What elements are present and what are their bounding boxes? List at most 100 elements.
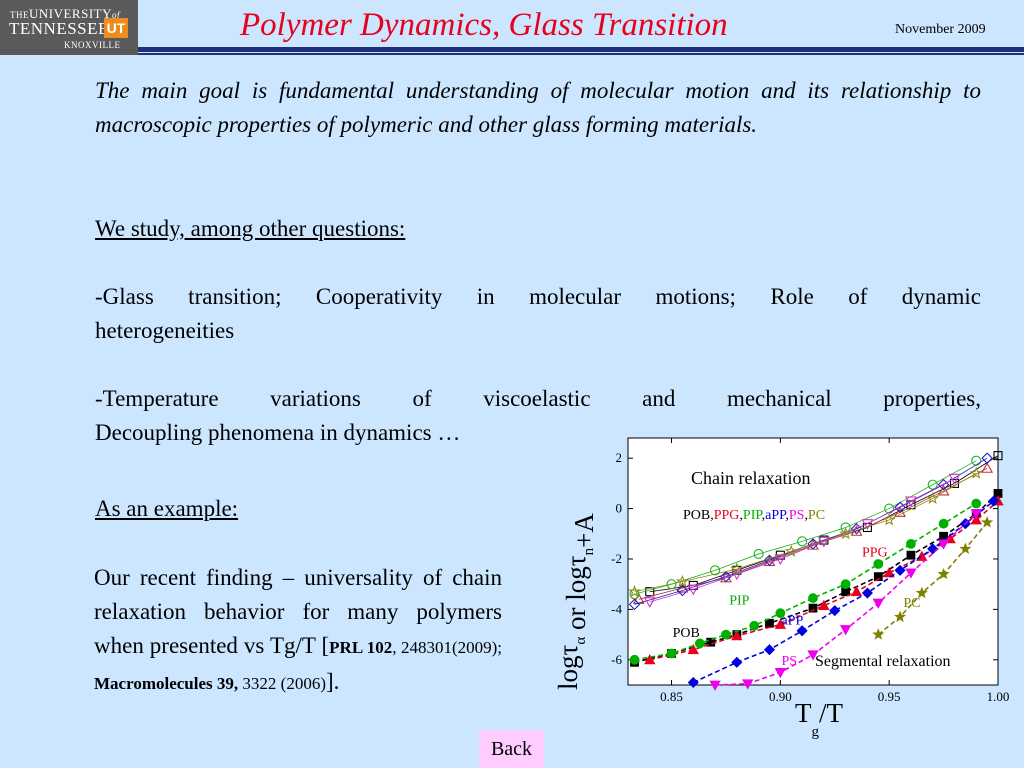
data-point-chain-ps [948, 473, 961, 485]
ref-2-rest: 3322 (2006) [238, 674, 326, 693]
data-point-segmental-app [894, 564, 906, 576]
series-label-app: aPP [781, 614, 803, 629]
back-button[interactable]: Back [479, 730, 544, 768]
data-point-chain-ppg [981, 462, 994, 473]
data-point-segmental-pc [981, 516, 994, 528]
intro-paragraph: The main goal is fundamental understandi… [95, 78, 981, 137]
data-point-chain-pc [882, 513, 896, 526]
data-point-chain-pc [628, 585, 641, 598]
data-point-segmental-pip [808, 593, 818, 603]
y-tick-label: -6 [611, 652, 622, 667]
data-point-chain-pc [730, 562, 744, 575]
y-axis-label-part: τ [553, 644, 583, 655]
data-point-segmental-ppg [731, 630, 743, 641]
data-point-segmental-pc [894, 610, 907, 623]
logo-prefix: THE [10, 10, 29, 20]
series-line-segmental-pip [634, 502, 977, 661]
plot-area [627, 437, 999, 686]
slide-title: Polymer Dynamics, Glass Transition [240, 7, 728, 43]
logo-university: UNIVERSITY [29, 6, 112, 21]
data-point-chain-ps [861, 519, 874, 530]
data-point-segmental-app [861, 587, 873, 599]
data-point-chain-pc [969, 466, 983, 479]
data-point-chain-app [720, 570, 732, 583]
data-point-segmental-ps [774, 667, 787, 679]
series-line-segmental-pc [877, 521, 988, 636]
x-tick-label: 0.95 [878, 689, 901, 704]
example-heading: As an example: [95, 496, 239, 521]
series-line-chain-app [634, 457, 988, 605]
data-point-chain-ppg [894, 506, 906, 517]
series-line-chain-pc [634, 472, 977, 593]
data-point-segmental-ps [905, 568, 917, 579]
data-point-segmental-ppg [818, 599, 830, 611]
data-point-chain-app [894, 501, 906, 514]
data-point-chain-pc [675, 574, 689, 588]
logo-line-2: TENNESSEE [9, 19, 109, 38]
data-point-segmental-ppg [883, 567, 895, 578]
y-axis-label: logτα or logτn+A [553, 513, 599, 690]
data-point-segmental-pc [959, 542, 972, 555]
data-point-segmental-app [731, 656, 743, 668]
series-line-segmental-app [692, 500, 995, 684]
segmental-relaxation-label: Segmental relaxation [815, 653, 951, 670]
data-point-segmental-ps [839, 625, 852, 636]
y-axis-label-part: τ [561, 555, 591, 566]
chain-series-list-item: , [710, 508, 714, 523]
x-tick-label: 1.00 [987, 689, 1010, 704]
data-point-chain-pc [839, 526, 853, 540]
data-point-segmental-pc [872, 628, 885, 640]
x-tick-label: 0.85 [660, 689, 683, 704]
data-point-chain-pip [840, 522, 851, 533]
questions-heading: We study, among other questions: [95, 216, 406, 241]
bullet-1-line-1: -Glass transition; Cooperativity in mole… [95, 284, 981, 309]
series-label-pob: POB [673, 626, 700, 641]
data-point-segmental-pip [629, 654, 640, 665]
series-label-pip: PIP [729, 593, 749, 608]
data-point-segmental-pc [915, 586, 928, 599]
x-tick-label: 0.90 [769, 689, 792, 704]
data-point-segmental-ps [970, 509, 982, 520]
chain-series-list-item: PIP [743, 508, 763, 523]
y-tick-label: -2 [611, 551, 622, 566]
logo-line-1: THEUNIVERSITYof [10, 6, 120, 22]
data-point-segmental-pip [694, 638, 705, 649]
bullet-2-line-2: Decoupling phenomena in dynamics … [95, 420, 461, 445]
data-point-chain-pip [666, 579, 677, 590]
data-point-segmental-pip [749, 620, 760, 631]
relaxation-chart: 0.85 0.90 0.95 1.00 2 0 -2 -4 -6 Chain relaxation… [553, 437, 1010, 740]
data-point-segmental-pc [937, 567, 950, 580]
ref-1-journal: PRL 102 [329, 638, 393, 657]
chain-series-list-item: , [785, 508, 789, 523]
chain-series-list-item: , [739, 508, 743, 523]
bullet-2-line-1: -Temperature variations of viscoelastic … [95, 386, 981, 411]
chain-series-list-item: PS [789, 508, 805, 523]
chain-series-list-item: , [804, 508, 808, 523]
data-point-chain-ps [643, 597, 656, 608]
data-point-chain-pc [784, 544, 798, 557]
data-point-segmental-ppg [687, 643, 699, 655]
finding-text: Our recent finding – universality of cha… [94, 565, 502, 658]
slide-date: November 2009 [895, 22, 986, 37]
data-point-segmental-pip [938, 518, 949, 529]
series-label-ppg: PPG [862, 545, 888, 560]
header-divider [138, 47, 1024, 52]
logo-of: of [112, 10, 121, 20]
chain-series-list-item: PC [808, 508, 825, 523]
data-point-segmental-app [988, 495, 1000, 507]
data-point-chain-pip [710, 565, 721, 576]
chain-series-list: POB,PPG,PIP,aPP,PS,PC [683, 508, 825, 523]
data-point-segmental-app [796, 625, 808, 637]
data-point-segmental-pip [873, 559, 884, 569]
x-axis-label: Tg/T [795, 698, 844, 740]
chain-series-list-item: POB [683, 508, 710, 523]
data-point-chain-app [763, 554, 776, 567]
data-point-chain-pc [926, 491, 940, 504]
data-point-chain-app [807, 538, 819, 550]
chain-series-list-item: aPP [765, 508, 787, 523]
data-point-segmental-ps [709, 680, 721, 691]
data-point-chain-pip [797, 536, 808, 547]
data-point-chain-pob [993, 451, 1003, 461]
series-line-chain-ps [649, 477, 955, 603]
data-point-chain-ps [905, 496, 917, 508]
